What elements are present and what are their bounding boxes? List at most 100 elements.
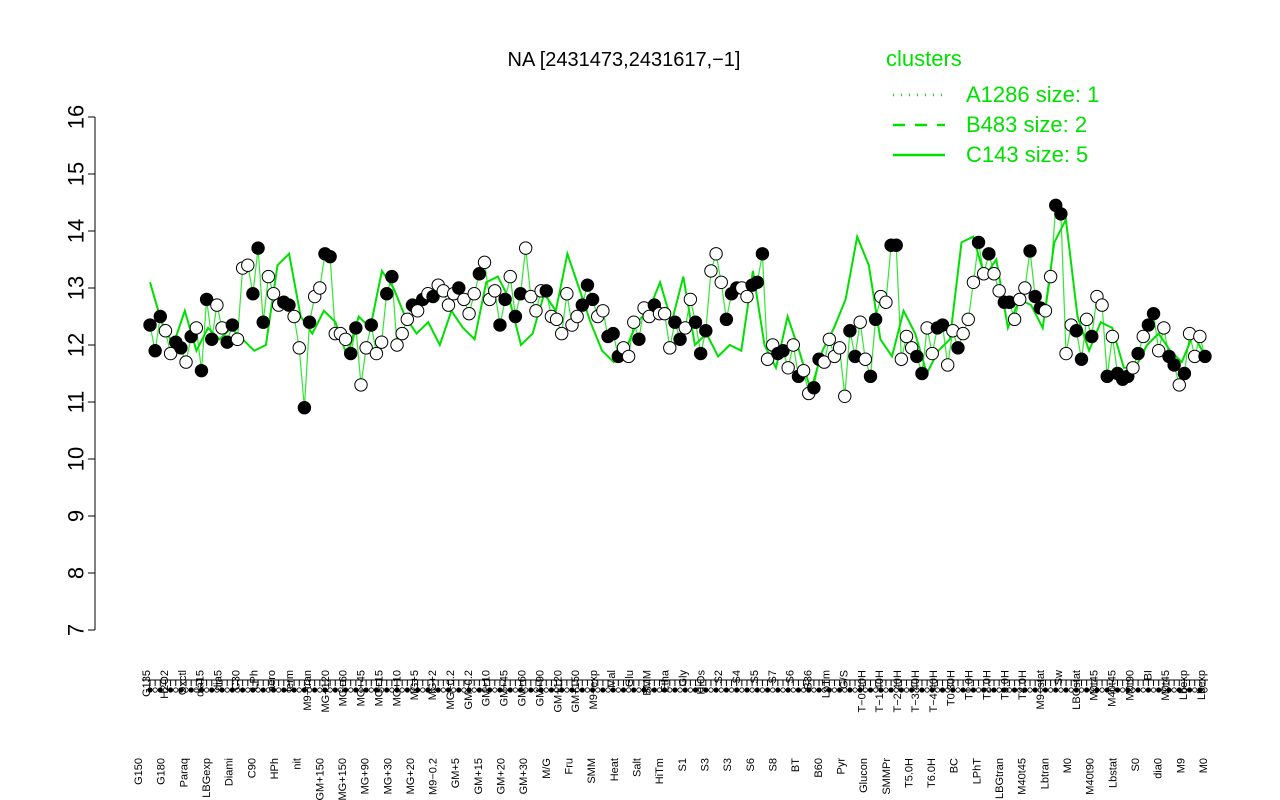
x-marker: [764, 687, 771, 693]
x-marker: [451, 687, 457, 693]
x-tick-label-top: MG+15: [373, 670, 385, 706]
data-point: [549, 312, 564, 327]
x-tick-label-top: S6: [785, 670, 797, 683]
x-tick-label-top: ferm: [284, 670, 296, 692]
data-point: [364, 318, 378, 332]
x-marker: [353, 687, 359, 693]
x-marker: [888, 687, 894, 693]
x-tick-label-top: H2O2: [159, 670, 171, 699]
data-point: [210, 298, 224, 312]
data-point: [555, 326, 569, 341]
x-tick-label-bottom: M40t90: [1085, 758, 1097, 795]
x-tick-label-top: M0t90: [1124, 670, 1136, 701]
x-tick-label-top: B36: [803, 670, 815, 690]
x-marker: [626, 687, 632, 693]
data-point: [709, 247, 723, 261]
x-marker: [677, 687, 683, 693]
x-marker: [471, 687, 477, 693]
data-point: [899, 329, 914, 344]
data-point: [410, 304, 425, 318]
x-marker: [1156, 687, 1162, 693]
x-marker: [173, 687, 179, 693]
x-marker: [662, 687, 668, 693]
x-tick-label-bottom: Salt: [632, 758, 644, 777]
x-tick-label-top: G/S: [838, 670, 850, 689]
x-tick-label-bottom: nit: [292, 758, 304, 770]
x-marker: [1109, 687, 1115, 693]
x-marker: [440, 687, 446, 693]
x-tick-label-bottom: GM+15: [473, 758, 485, 794]
data-point: [832, 341, 847, 355]
x-marker: [708, 687, 714, 693]
x-marker: [636, 687, 642, 693]
x-marker: [507, 687, 513, 693]
x-marker: [363, 687, 369, 693]
x-marker: [224, 687, 230, 693]
x-marker: [991, 687, 997, 693]
x-tick-label-top: GM+10: [481, 670, 493, 706]
x-marker: [399, 687, 405, 693]
data-point: [1136, 329, 1150, 344]
data-point: [508, 309, 523, 324]
data-point: [1069, 324, 1084, 338]
x-marker: [420, 687, 426, 693]
x-marker: [1145, 687, 1151, 693]
x-marker: [620, 687, 627, 693]
x-marker: [528, 687, 534, 693]
data-point: [971, 235, 986, 250]
x-marker: [209, 687, 215, 693]
data-point: [354, 378, 368, 392]
data-point: [982, 247, 996, 261]
data-point: [843, 324, 857, 338]
data-point: [241, 258, 255, 272]
x-marker: [157, 687, 163, 693]
x-marker: [296, 687, 302, 693]
x-marker: [523, 687, 529, 693]
x-marker: [862, 687, 868, 693]
x-marker: [749, 687, 755, 693]
data-point: [704, 264, 718, 278]
x-marker: [337, 687, 344, 693]
data-point: [1151, 344, 1166, 358]
data-point: [400, 312, 415, 327]
data-point: [760, 352, 775, 366]
data-point: [380, 287, 394, 301]
x-marker: [1006, 687, 1013, 693]
data-point: [199, 292, 214, 307]
data-point: [966, 275, 981, 289]
data-point: [1177, 366, 1192, 381]
x-marker: [538, 687, 544, 693]
data-point: [457, 292, 471, 307]
data-point: [174, 341, 188, 355]
x-marker: [373, 687, 380, 693]
x-marker: [739, 687, 745, 693]
x-marker: [1181, 687, 1188, 693]
data-point: [153, 309, 167, 324]
x-marker: [466, 687, 472, 693]
data-point: [621, 349, 636, 364]
x-tick-label-top: M9−exp: [588, 670, 600, 709]
x-tick-label-top: GM+120: [552, 670, 564, 713]
x-marker: [322, 687, 328, 693]
x-marker: [404, 687, 410, 693]
x-tick-label-bottom: M0: [1198, 758, 1210, 773]
y-tick-label: 8: [64, 567, 89, 579]
x-tick-label-top: Gly: [677, 670, 689, 687]
x-marker: [1068, 687, 1074, 693]
data-point: [750, 275, 764, 289]
x-tick-label-top: S4: [731, 670, 743, 683]
x-tick-label-bottom: GM+5: [450, 758, 462, 788]
data-point: [632, 332, 646, 346]
data-point: [1043, 269, 1058, 284]
x-marker: [924, 687, 930, 693]
x-marker: [265, 687, 271, 693]
data-point: [853, 315, 867, 329]
data-point: [1085, 329, 1099, 344]
x-marker: [1104, 687, 1110, 693]
x-marker: [1017, 687, 1023, 693]
data-point: [740, 289, 754, 304]
x-tick-label-top: M9−tran: [302, 670, 314, 711]
y-axis: 7 8 9 10 11 12 13 14 15 16: [64, 105, 96, 636]
x-marker: [600, 687, 606, 693]
x-marker: [255, 687, 261, 693]
